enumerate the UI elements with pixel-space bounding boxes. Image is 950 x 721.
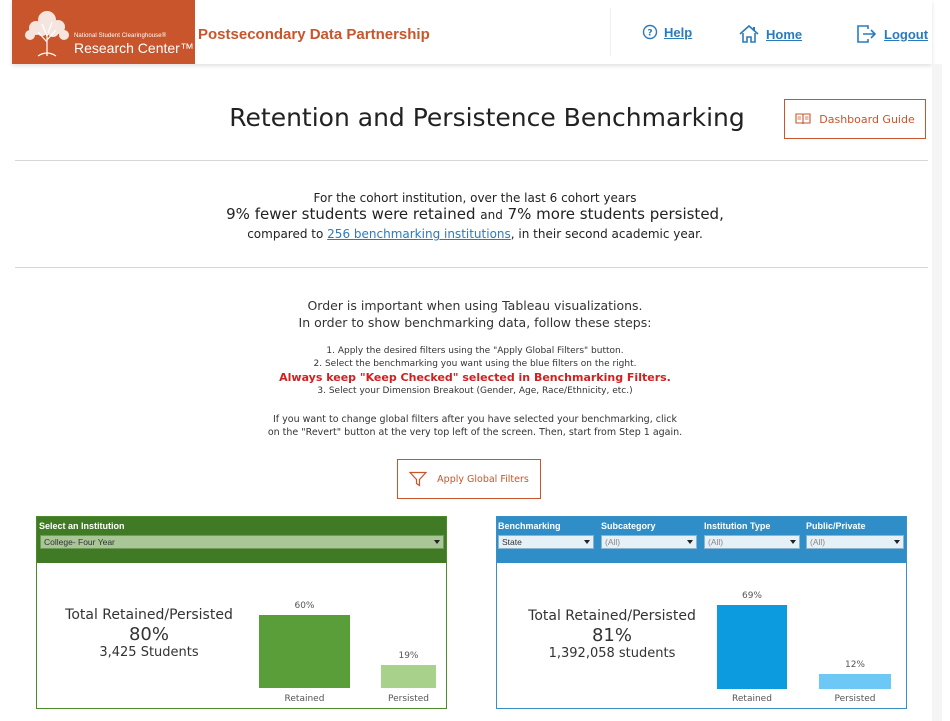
instruction-line-1: Order is important when using Tableau vi… <box>307 298 643 313</box>
instruction-step-3: 3. Select your Dimension Breakout (Gende… <box>317 386 633 396</box>
dashboard-guide-button[interactable]: Dashboard Guide <box>784 99 926 139</box>
logout-icon <box>857 25 877 43</box>
summary-compared: compared to <box>247 227 324 241</box>
filter-institution-type-label: Institution Type <box>704 521 771 531</box>
instruction-step-1: 1. Apply the desired filters using the "… <box>326 346 624 356</box>
benchmarking-select[interactable]: State <box>498 535 594 549</box>
divider-top <box>15 160 928 161</box>
institution-total-label: Total Retained/Persisted <box>65 607 233 623</box>
funnel-icon <box>409 471 428 487</box>
chevron-down-icon <box>894 540 900 544</box>
help-link[interactable]: ? Help <box>642 24 692 40</box>
summary-tail: , in their second academic year. <box>510 227 703 241</box>
institution-type-select-value: (All) <box>708 537 724 547</box>
page-scrollbar[interactable] <box>932 64 942 721</box>
benchmark-panel: Benchmarking State Subcategory (All) Ins… <box>496 516 907 709</box>
nav-divider <box>610 8 611 56</box>
bar-category-label-retained: Retained <box>732 694 772 704</box>
logout-label: Logout <box>884 26 929 42</box>
benchmark-total: Total Retained/Persisted 81% 1,392,058 s… <box>497 608 727 661</box>
bar-category-label-persisted: Persisted <box>387 694 429 704</box>
institution-total: Total Retained/Persisted 80% 3,425 Stude… <box>37 607 261 660</box>
bar-category-label-persisted: Persisted <box>834 694 876 704</box>
bar-category-label-retained: Retained <box>284 694 325 704</box>
help-label: Help <box>664 24 693 40</box>
home-label: Home <box>766 26 803 42</box>
benchmarking-institutions-link[interactable]: 256 benchmarking institutions <box>327 227 511 241</box>
bar-persisted[interactable] <box>381 664 436 688</box>
benchmark-total-label: Total Retained/Persisted <box>528 608 696 624</box>
instruction-step-2: 2. Select the benchmarking you want usin… <box>313 359 637 369</box>
top-header: National Student Clearinghouse® Research… <box>12 0 932 64</box>
bar-value-label-persisted: 12% <box>844 660 865 671</box>
logo-big-text: Research Center™ <box>74 40 194 56</box>
nsc-logo[interactable]: National Student Clearinghouse® Research… <box>12 0 195 64</box>
summary-line-2: 9% fewer students were retained and 7% m… <box>0 205 950 223</box>
public-private-select-value: (All) <box>810 537 826 547</box>
logo-small-text: National Student Clearinghouse® <box>74 33 167 39</box>
chevron-down-icon <box>584 540 590 544</box>
benchmark-total-percent: 81% <box>591 625 632 646</box>
retained-summary: 9% fewer students were retained <box>226 205 476 223</box>
institution-type-select[interactable]: (All) <box>704 535 800 549</box>
home-icon <box>739 24 759 43</box>
svg-text:?: ? <box>647 29 652 39</box>
institution-filter-label: Select an Institution <box>39 521 125 531</box>
instruction-note-2: on the "Revert" button at the very top l… <box>267 427 683 438</box>
subcategory-select-value: (All) <box>605 537 621 547</box>
filter-public-private-label: Public/Private <box>806 521 866 531</box>
filter-subcategory-label: Subcategory <box>601 521 656 531</box>
persisted-summary: 7% more students persisted, <box>507 205 724 223</box>
logout-link[interactable]: Logout <box>856 24 928 44</box>
instruction-note-1: If you want to change global filters aft… <box>273 414 677 425</box>
subcategory-select[interactable]: (All) <box>601 535 697 549</box>
benchmarking-select-value: State <box>502 537 522 547</box>
institution-select-value: College- Four Year <box>44 537 115 547</box>
dashboard-guide-label: Dashboard Guide <box>819 112 915 126</box>
institution-total-percent: 80% <box>128 624 169 645</box>
bar-value-label-retained: 60% <box>294 600 315 611</box>
bar-value-label-persisted: 19% <box>398 650 419 661</box>
tree-logo-icon <box>25 11 69 57</box>
institution-filter-header: Select an Institution College- Four Year <box>37 517 446 563</box>
help-icon: ? <box>642 24 658 40</box>
chevron-down-icon <box>434 540 440 544</box>
chevron-down-icon <box>687 540 693 544</box>
page-title: Retention and Persistence Benchmarking <box>229 103 745 132</box>
apply-global-filters-button[interactable]: Apply Global Filters <box>397 459 541 499</box>
summary-line-1: For the cohort institution, over the las… <box>313 191 637 205</box>
institution-total-students: 3,425 Students <box>99 645 199 660</box>
institution-panel: Select an Institution College- Four Year… <box>36 516 447 709</box>
instruction-line-2: In order to show benchmarking data, foll… <box>298 315 652 330</box>
benchmark-total-students: 1,392,058 students <box>548 646 676 661</box>
bar-retained[interactable] <box>717 604 787 689</box>
filter-benchmarking-label: Benchmarking <box>498 521 561 531</box>
summary-line-3: compared to 256 benchmarking institution… <box>0 227 950 241</box>
home-link[interactable]: Home <box>738 24 802 44</box>
benchmark-filter-header: Benchmarking State Subcategory (All) Ins… <box>497 517 906 563</box>
summary-and: and <box>480 208 503 222</box>
bar-persisted[interactable] <box>819 674 891 689</box>
apply-global-filters-label: Apply Global Filters <box>437 473 529 485</box>
institution-select[interactable]: College- Four Year <box>40 535 444 549</box>
book-icon <box>795 113 811 125</box>
brand-title: Postsecondary Data Partnership <box>198 26 430 43</box>
bar-value-label-retained: 69% <box>741 590 762 601</box>
bar-retained[interactable] <box>259 614 350 688</box>
public-private-select[interactable]: (All) <box>806 535 904 549</box>
chevron-down-icon <box>790 540 796 544</box>
divider-middle <box>15 267 928 268</box>
instruction-warning: Always keep "Keep Checked" selected in B… <box>279 371 671 384</box>
